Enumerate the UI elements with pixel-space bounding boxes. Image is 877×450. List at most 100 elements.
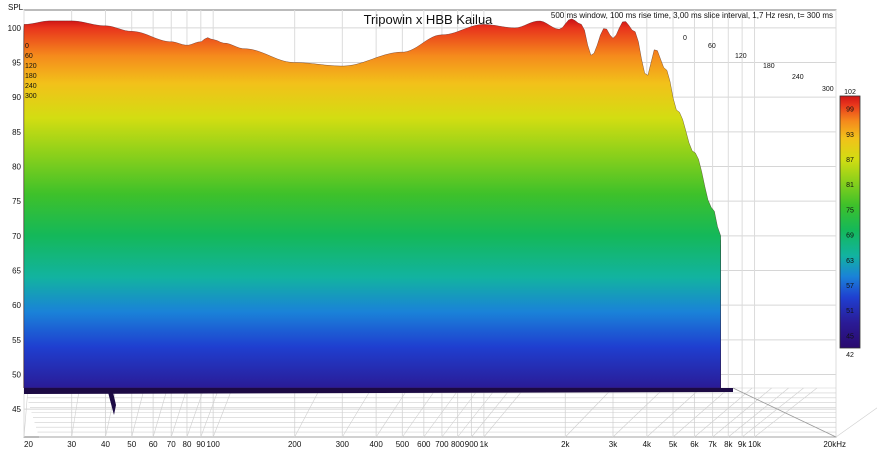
x-tick-label: 800 bbox=[451, 440, 465, 449]
color-scale-label: 87 bbox=[846, 157, 854, 164]
x-axis: 20 30 40 50 60 70 80 90 100 200 300 400 500 600 700 800… bbox=[24, 440, 846, 449]
floor-line bbox=[728, 387, 789, 438]
time-label-right: 60 bbox=[708, 43, 716, 50]
color-scale-label: 102 bbox=[844, 89, 856, 96]
time-label-left: 300 bbox=[25, 93, 37, 100]
x-tick-label: 3k bbox=[609, 440, 618, 449]
floor-line bbox=[741, 387, 804, 438]
time-label-left: 120 bbox=[25, 63, 37, 70]
x-tick-label: 9k bbox=[738, 440, 747, 449]
x-tick-label: 500 bbox=[396, 440, 410, 449]
floor-line bbox=[105, 387, 117, 438]
floor-line bbox=[294, 387, 321, 438]
floor-line bbox=[754, 387, 818, 438]
floor-line bbox=[152, 387, 168, 438]
x-tick-label: 90 bbox=[196, 440, 205, 449]
x-tick-label: 700 bbox=[435, 440, 449, 449]
x-tick-label: 70 bbox=[167, 440, 176, 449]
color-scale-label: 69 bbox=[846, 233, 854, 240]
color-scale-label: 75 bbox=[846, 207, 854, 214]
color-scale-label: 57 bbox=[846, 283, 854, 290]
time-label-left: 180 bbox=[25, 73, 37, 80]
floor-line bbox=[23, 387, 29, 438]
floor-line bbox=[565, 387, 613, 438]
floor-line bbox=[402, 387, 437, 438]
floor-line bbox=[672, 387, 730, 438]
time-label-left: 240 bbox=[25, 83, 37, 90]
floor-line bbox=[423, 387, 461, 438]
x-tick-label: 6k bbox=[690, 440, 699, 449]
floor-line bbox=[375, 387, 409, 438]
time-axis: 0 60 120 180 240 300 0 60 120 180 240 300 bbox=[25, 35, 834, 100]
y-axis: 45 50 55 60 65 70 75 80 85 90 95 100 bbox=[8, 24, 22, 414]
y-tick-label: 75 bbox=[12, 197, 21, 206]
x-tick-label: 400 bbox=[369, 440, 383, 449]
time-label-right: 180 bbox=[763, 63, 775, 70]
floor-line bbox=[835, 407, 877, 438]
time-label-right: 300 bbox=[822, 86, 834, 93]
floor-line bbox=[212, 387, 233, 438]
x-tick-label: 7k bbox=[708, 440, 717, 449]
depth-axis-line bbox=[732, 387, 837, 438]
floor-line bbox=[131, 387, 145, 438]
waterfall-slice bbox=[23, 18, 721, 389]
time-label-left: 0 bbox=[25, 43, 29, 50]
floor-line bbox=[712, 387, 772, 438]
time-label-right: 120 bbox=[735, 53, 747, 60]
color-scale-label: 45 bbox=[846, 333, 854, 340]
color-scale-label: 63 bbox=[846, 258, 854, 265]
time-label-right: 240 bbox=[792, 74, 804, 81]
color-scale-gradient bbox=[839, 95, 861, 349]
y-tick-label: 80 bbox=[12, 163, 21, 172]
x-tick-label: 600 bbox=[417, 440, 431, 449]
x-tick-label: 200 bbox=[288, 440, 302, 449]
x-tick-label: 10k bbox=[748, 440, 762, 449]
y-tick-label: 60 bbox=[12, 301, 21, 310]
floor-line bbox=[170, 387, 188, 438]
floor-line bbox=[646, 387, 701, 438]
floor-line bbox=[186, 387, 205, 438]
floor-line bbox=[694, 387, 753, 438]
floor-line bbox=[342, 387, 373, 438]
x-tick-label: 40 bbox=[101, 440, 110, 449]
x-tick-label: 4k bbox=[643, 440, 652, 449]
y-tick-label: 90 bbox=[12, 93, 21, 102]
color-scale-label: 93 bbox=[846, 132, 854, 139]
y-tick-label: 50 bbox=[12, 370, 21, 379]
x-tick-label: 80 bbox=[183, 440, 192, 449]
color-scale-label: 99 bbox=[846, 107, 854, 114]
time-label-right: 0 bbox=[683, 35, 687, 42]
chart-subtitle: 500 ms window, 100 ms rise time, 3,00 ms… bbox=[551, 11, 833, 20]
color-scale-label: 42 bbox=[846, 352, 854, 359]
x-tick-label: 20kHz bbox=[823, 440, 846, 449]
x-tick-label: 100 bbox=[207, 440, 221, 449]
decay-spike bbox=[107, 388, 116, 415]
x-tick-label: 300 bbox=[336, 440, 350, 449]
floor-line bbox=[441, 387, 480, 438]
floor-line bbox=[71, 387, 80, 438]
x-tick-label: 60 bbox=[149, 440, 158, 449]
color-scale-label: 81 bbox=[846, 182, 854, 189]
x-tick-label: 2k bbox=[561, 440, 570, 449]
floor-line bbox=[483, 387, 525, 438]
y-tick-label: 85 bbox=[12, 128, 21, 137]
x-tick-label: 5k bbox=[669, 440, 678, 449]
time-label-left: 60 bbox=[25, 53, 33, 60]
x-tick-label: 20 bbox=[24, 440, 33, 449]
x-tick-label: 30 bbox=[67, 440, 76, 449]
floor-line bbox=[200, 387, 220, 438]
y-tick-label: 100 bbox=[8, 24, 22, 33]
surface-base bbox=[24, 388, 733, 394]
floor-line bbox=[471, 387, 512, 438]
x-tick-label: 50 bbox=[127, 440, 136, 449]
y-axis-label: SPL bbox=[8, 3, 24, 12]
y-tick-label: 45 bbox=[12, 405, 21, 414]
floor-line bbox=[457, 387, 497, 438]
x-tick-label: 1k bbox=[480, 440, 489, 449]
color-scale-label: 51 bbox=[846, 308, 854, 315]
x-tick-label: 900 bbox=[465, 440, 479, 449]
color-scale-bar: 102 99 93 87 81 75 69 63 57 51 45 42 bbox=[839, 89, 861, 359]
floor-line bbox=[612, 387, 665, 438]
waterfall-surface bbox=[23, 18, 733, 415]
